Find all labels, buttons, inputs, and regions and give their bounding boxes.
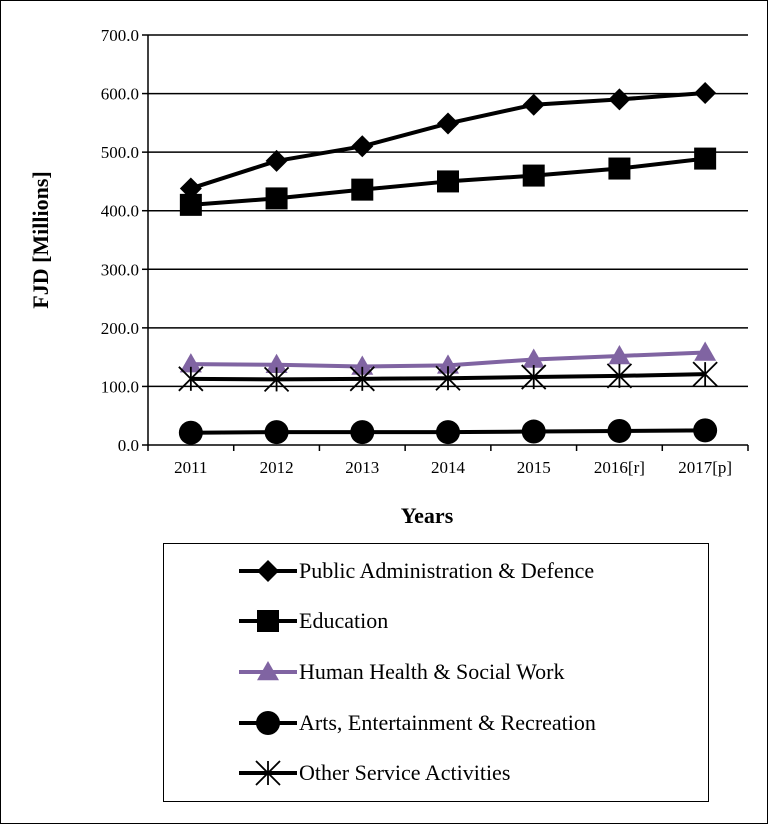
data-point — [178, 366, 204, 392]
data-point — [693, 418, 718, 443]
data-point — [351, 355, 374, 375]
legend-label: Other Service Activities — [299, 760, 511, 785]
x-axis-title: Years — [401, 503, 454, 528]
data-point — [436, 420, 460, 445]
y-tick-label: 700.0 — [101, 26, 139, 45]
x-tick-labels: 2011 2012 2013 2014 2015 2016[r] 2017[p] — [174, 458, 732, 477]
legend-item: Education — [239, 606, 388, 636]
y-tick-label: 400.0 — [101, 202, 139, 221]
series-other-service-activities — [178, 361, 718, 393]
legend-swatch — [239, 610, 297, 632]
series-arts-entertainment-recreation — [178, 418, 718, 445]
data-point — [608, 344, 631, 365]
data-point — [522, 93, 545, 116]
legend-swatch — [239, 661, 297, 681]
y-tick-labels: 0.0 100.0 200.0 300.0 400.0 500.0 600.0 700.0 — [101, 26, 139, 455]
legend-swatch — [239, 560, 297, 582]
data-point — [522, 348, 545, 368]
legend-marker — [257, 661, 279, 681]
legend: Public Administration & Defence Education… — [163, 543, 709, 802]
data-point — [350, 420, 375, 445]
data-point — [179, 193, 202, 216]
x-tick-label: 2015 — [517, 458, 551, 477]
y-tick-label: 500.0 — [101, 143, 139, 162]
data-point — [265, 187, 288, 210]
data-point — [694, 147, 717, 170]
y-tick-label: 100.0 — [101, 377, 139, 396]
data-point — [608, 157, 631, 180]
data-point — [349, 366, 375, 392]
data-point — [522, 164, 545, 187]
data-point — [265, 353, 288, 374]
data-point — [437, 112, 459, 135]
data-point — [437, 354, 459, 374]
data-point — [607, 418, 632, 443]
line-chart: 0.0 100.0 200.0 300.0 400.0 500.0 600.0 700.0 2… — [28, 26, 749, 528]
data-point — [692, 361, 718, 387]
y-tick-label: 0.0 — [118, 436, 139, 455]
gridlines — [148, 34, 748, 388]
data-point — [351, 178, 374, 201]
data-point — [264, 420, 289, 445]
legend-label: Public Administration & Defence — [299, 558, 595, 583]
legend-swatch — [239, 711, 297, 735]
x-tick-label: 2013 — [345, 458, 379, 477]
data-point — [437, 170, 459, 193]
data-point — [694, 81, 717, 104]
data-point — [435, 365, 461, 391]
x-tick-label: 2012 — [260, 458, 294, 477]
legend-marker — [257, 610, 279, 632]
legend-marker — [255, 760, 281, 786]
legend-label: Human Health & Social Work — [299, 659, 565, 684]
data-series — [178, 81, 718, 445]
y-tick-label: 300.0 — [101, 260, 139, 279]
data-point — [521, 419, 546, 444]
data-point — [351, 135, 374, 158]
legend-item: Other Service Activities — [239, 758, 510, 788]
y-tick-label: 600.0 — [101, 85, 139, 104]
legend-swatch — [239, 760, 297, 786]
legend-marker — [256, 711, 280, 735]
legend-label: Education — [299, 608, 389, 633]
data-point — [694, 341, 717, 361]
data-point — [608, 88, 631, 111]
series-education — [179, 147, 717, 216]
data-point — [265, 149, 288, 172]
data-point — [606, 363, 633, 389]
x-tick-label: 2011 — [174, 458, 207, 477]
y-tick-label: 200.0 — [101, 319, 139, 338]
x-tick-label: 2017[p] — [678, 458, 732, 477]
legend-item: Arts, Entertainment & Recreation — [239, 708, 596, 738]
data-point — [521, 364, 547, 390]
legend-item: Human Health & Social Work — [239, 657, 564, 687]
legend-label: Arts, Entertainment & Recreation — [299, 710, 596, 735]
y-axis-title: FJD [Millions] — [28, 171, 53, 309]
data-point — [263, 366, 290, 393]
x-tick-label: 2014 — [431, 458, 466, 477]
x-tick-label: 2016[r] — [594, 458, 645, 477]
data-point — [178, 420, 203, 445]
legend-item: Public Administration & Defence — [239, 556, 594, 586]
axes — [142, 34, 749, 451]
series-human-health-social-work — [179, 341, 717, 375]
legend-marker — [257, 560, 279, 582]
data-point — [179, 353, 202, 373]
